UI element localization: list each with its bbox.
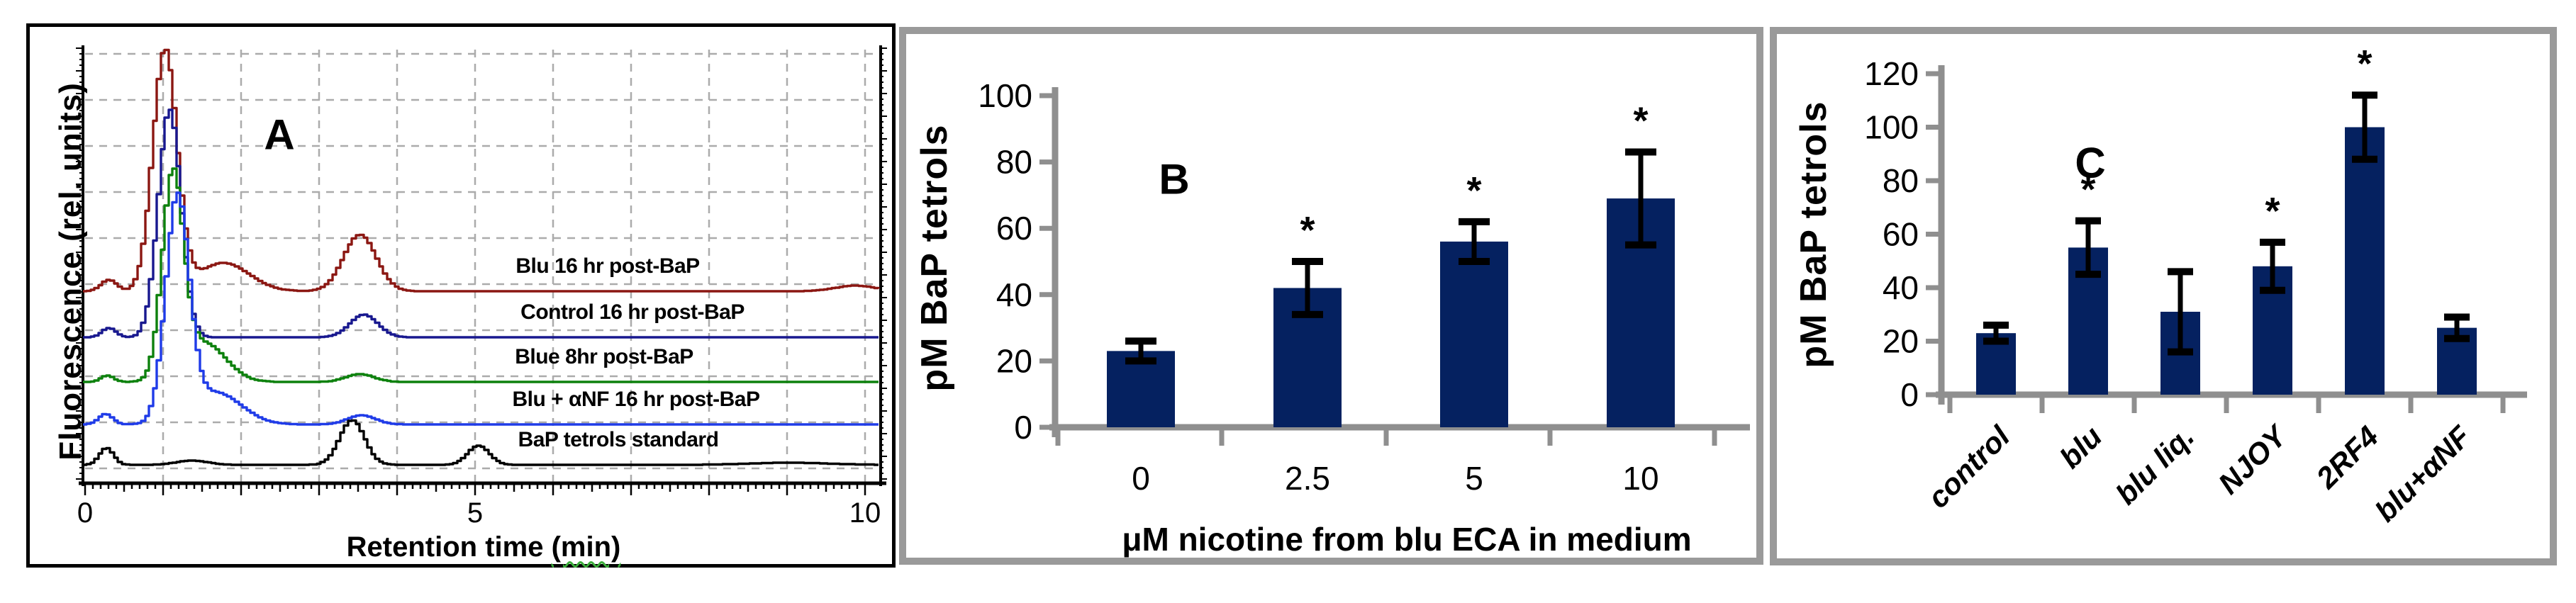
- category-label: 10: [1622, 460, 1658, 497]
- significance-asterisk: *: [1300, 209, 1315, 252]
- category-label: 2.5: [1285, 460, 1330, 497]
- a-x-axis-title: Retention time (min): [347, 531, 621, 563]
- y-tick-label: 40: [1883, 269, 1919, 306]
- y-tick-label: 60: [996, 210, 1032, 247]
- a-xtick-10: 10: [849, 497, 881, 529]
- trace-label-blu-16hr: Blu 16 hr post-BaP: [515, 254, 700, 278]
- trace-label-bap-standard: BaP tetrols standard: [518, 428, 719, 451]
- y-tick-label: 80: [1883, 162, 1919, 199]
- trace-label-blue-8hr: Blue 8hr post-BaP: [515, 345, 693, 368]
- category-label: 0: [1132, 460, 1150, 497]
- a-x-axis-title-text: Retention time: [346, 531, 544, 563]
- y-tick-label: 80: [996, 144, 1032, 181]
- category-label: control: [1921, 419, 2017, 514]
- bar-chart-b-plot: 0 20 40 60 80 100 0 * 2.5 * 5 * 10: [978, 77, 1750, 497]
- a-xtick-0: 0: [77, 497, 94, 529]
- y-tick-label: 20: [1883, 323, 1919, 360]
- y-tick-label: 60: [1883, 216, 1919, 253]
- a-xtick-5: 5: [467, 497, 484, 529]
- y-tick-label: 0: [1900, 376, 1919, 413]
- chromatogram-trace: [83, 48, 880, 293]
- bar: [1440, 241, 1508, 427]
- significance-asterisk: *: [2265, 190, 2280, 232]
- bar: [2345, 127, 2385, 395]
- panel-c-letter: C: [2075, 139, 2106, 187]
- category-label: 5: [1465, 460, 1483, 497]
- c-y-axis-title: pM BaP tetrols: [1793, 101, 1834, 368]
- category-label: NJOY: [2212, 417, 2295, 500]
- bar-chart-c-plot: 0 20 40 60 80 100 120 control * blu blu liq. * NJOY *…: [1864, 43, 2527, 528]
- category-label: 2RF4: [2309, 419, 2385, 495]
- panel-c-bar-chart: 0 20 40 60 80 100 120 control * blu blu liq. * NJOY *…: [1770, 27, 2557, 565]
- b-x-axis-title: μM nicotine from blu ECA in medium: [1122, 521, 1692, 558]
- y-tick-label: 40: [996, 276, 1032, 313]
- chromatogram-trace: [83, 167, 879, 383]
- category-label: blu liq.: [2109, 419, 2200, 511]
- y-tick-label: 100: [978, 77, 1032, 114]
- y-tick-label: 0: [1014, 409, 1032, 446]
- significance-asterisk: *: [2080, 169, 2095, 211]
- b-y-axis-title: pM BaP tetrols: [914, 124, 955, 392]
- chromatogram-trace: [83, 108, 879, 339]
- panel-a-letter: A: [264, 111, 295, 159]
- significance-asterisk: *: [2357, 43, 2372, 85]
- category-label: blu+αNF: [2368, 419, 2477, 528]
- a-x-axis-title-unit: (min): [551, 531, 621, 563]
- chromatogram-trace: [83, 419, 879, 466]
- panel-a-chromatogram: Fluorescence (rel. units) A Blu 16 hr po…: [26, 23, 896, 568]
- panel-b-bar-chart: 0 20 40 60 80 100 0 * 2.5 * 5 * 10 pM BaP tetrols B …: [899, 27, 1763, 565]
- y-tick-label: 20: [996, 342, 1032, 379]
- trace-label-blu-anf-16hr: Blu + αNF 16 hr post-BaP: [512, 388, 761, 411]
- panel-b-letter: B: [1159, 155, 1190, 203]
- category-label: blu: [2053, 419, 2109, 475]
- y-tick-label: 100: [1864, 109, 1919, 146]
- a-y-axis-label: Fluorescence (rel. units): [53, 82, 88, 461]
- chromatogram-trace: [83, 191, 879, 426]
- significance-asterisk: *: [1633, 100, 1648, 142]
- significance-asterisk: *: [1466, 169, 1481, 212]
- trace-label-control-16hr: Control 16 hr post-BaP: [520, 300, 745, 324]
- chromatogram-plot: [76, 45, 887, 495]
- y-tick-label: 120: [1864, 55, 1919, 92]
